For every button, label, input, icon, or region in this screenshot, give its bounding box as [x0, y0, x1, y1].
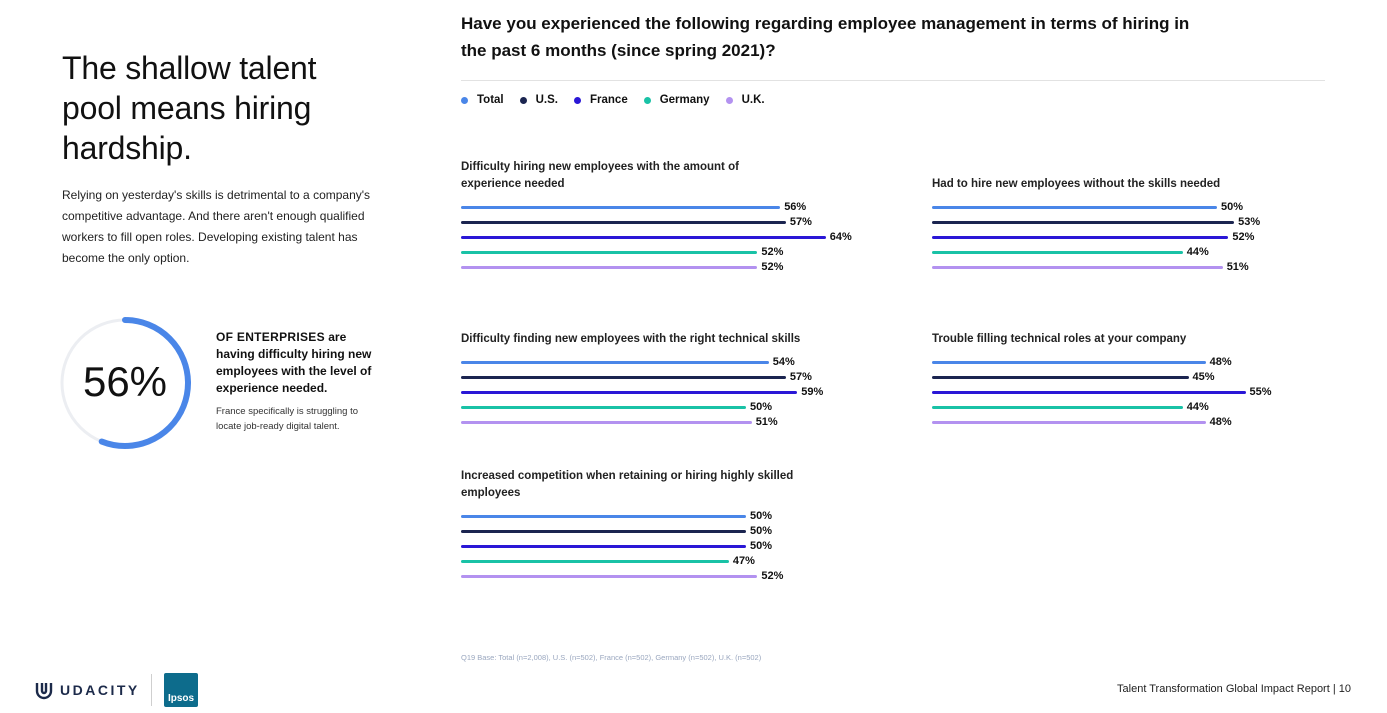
- chart-panel: Had to hire new employees without the sk…: [932, 176, 1352, 306]
- bar-value-label: 50%: [750, 510, 773, 522]
- chart-legend: Total U.S. France Germany U.K.: [461, 92, 765, 108]
- bar-total: [932, 206, 1217, 209]
- bar-us: [932, 221, 1235, 224]
- chart-panel: Difficulty finding new employees with th…: [461, 331, 881, 461]
- bar-value-label: 44%: [1186, 246, 1209, 258]
- bar-france: [932, 236, 1229, 239]
- divider: [461, 80, 1325, 81]
- bar-value-label: 55%: [1249, 386, 1272, 398]
- panel-title: Had to hire new employees without the sk…: [932, 178, 1221, 190]
- bar-us: [932, 376, 1189, 379]
- stat-donut: [59, 317, 191, 449]
- legend-item-uk: U.K.: [725, 92, 765, 108]
- bar-value-label: 57%: [789, 216, 812, 228]
- footnote: Q19 Base: Total (n=2,008), U.S. (n=502),…: [461, 653, 762, 662]
- stat-lead: OF ENTERPRISES: [216, 330, 325, 344]
- bar-uk: [461, 421, 752, 424]
- bar-value-label: 57%: [789, 371, 812, 383]
- logo-divider: [151, 674, 152, 706]
- legend-dot: [461, 96, 468, 104]
- stat-donut-arc: [59, 317, 191, 449]
- bar-value-label: 52%: [761, 570, 784, 582]
- stat-value: 56%: [82, 358, 168, 405]
- page-headline: The shallow talent pool means hiring har…: [62, 50, 317, 166]
- bar-france: [461, 391, 798, 394]
- udacity-logo: UDACITY: [34, 680, 140, 700]
- bar-france: [461, 545, 746, 548]
- report-footer: Talent Transformation Global Impact Repo…: [1117, 683, 1351, 695]
- chart-panel: Increased competition when retaining or …: [461, 468, 881, 598]
- bar-value-label: 52%: [761, 246, 784, 258]
- bar-value-label: 50%: [750, 401, 773, 413]
- bar-uk: [932, 421, 1206, 424]
- legend-item-germany: Germany: [643, 92, 710, 108]
- bar-value-label: 50%: [750, 525, 773, 537]
- ipsos-logo: Ipsos: [164, 673, 198, 707]
- bar-germany: [461, 560, 729, 563]
- stat-note: France specifically is struggling to loc…: [216, 406, 359, 432]
- bar-value-label: 52%: [1232, 231, 1255, 243]
- bar-value-label: 48%: [1209, 416, 1232, 428]
- bar-value-label: 48%: [1209, 356, 1232, 368]
- udacity-u-icon: [35, 683, 53, 700]
- bar-total: [932, 361, 1206, 364]
- bar-us: [461, 530, 746, 533]
- bar-uk: [461, 575, 758, 578]
- bar-value-label: 45%: [1192, 371, 1215, 383]
- bar-total: [461, 515, 746, 518]
- bar-value-label: 56%: [784, 201, 807, 213]
- bar-germany: [461, 406, 746, 409]
- bar-us: [461, 221, 786, 224]
- bar-total: [461, 361, 769, 364]
- bar-value-label: 51%: [755, 416, 778, 428]
- bar-germany: [461, 251, 758, 254]
- bar-value-label: 64%: [829, 231, 852, 243]
- bar-france: [461, 236, 826, 239]
- legend-label: Germany: [659, 94, 710, 106]
- udacity-wordmark: UDACITY: [60, 682, 140, 698]
- bar-value-label: 51%: [1226, 261, 1249, 273]
- panel-title: Increased competition when retaining or …: [461, 470, 794, 499]
- bar-france: [932, 391, 1246, 394]
- legend-item-total: Total: [461, 92, 504, 108]
- bar-total: [461, 206, 781, 209]
- stat-text: OF ENTERPRISES are having difficulty hir…: [216, 329, 386, 397]
- legend-dot: [574, 96, 581, 104]
- stat-body: are having difficulty hiring new employe…: [216, 330, 372, 395]
- legend-item-us: U.S.: [519, 92, 558, 108]
- chart-question: Have you experienced the following regar…: [461, 14, 1190, 60]
- bar-value-label: 50%: [1221, 201, 1244, 213]
- legend-label: U.S.: [535, 94, 558, 106]
- legend-label: Total: [477, 94, 504, 106]
- legend-label: U.K.: [741, 94, 765, 106]
- bar-germany: [932, 406, 1183, 409]
- bar-uk: [932, 266, 1223, 269]
- legend-dot: [725, 96, 733, 104]
- panel-title: Difficulty hiring new employees with the…: [461, 161, 739, 190]
- chart-panel: Difficulty hiring new employees with the…: [461, 159, 881, 289]
- chart-panel: Trouble filling technical roles at your …: [932, 331, 1352, 461]
- bar-value-label: 44%: [1186, 401, 1209, 413]
- bar-value-label: 47%: [732, 555, 755, 567]
- legend-label: France: [590, 94, 628, 106]
- intro-paragraph: Relying on yesterday's skills is detrime…: [62, 188, 371, 265]
- bar-value-label: 50%: [750, 540, 773, 552]
- bar-value-label: 52%: [761, 261, 784, 273]
- legend-dot: [643, 96, 651, 104]
- bar-value-label: 54%: [772, 356, 795, 368]
- bar-uk: [461, 266, 758, 269]
- panel-title: Difficulty finding new employees with th…: [461, 333, 801, 345]
- legend-item-france: France: [574, 92, 628, 108]
- bar-germany: [932, 251, 1183, 254]
- legend-dot: [519, 96, 527, 104]
- bar-us: [461, 376, 786, 379]
- bar-value-label: 53%: [1238, 216, 1261, 228]
- bar-value-label: 59%: [801, 386, 824, 398]
- panel-title: Trouble filling technical roles at your …: [932, 333, 1187, 345]
